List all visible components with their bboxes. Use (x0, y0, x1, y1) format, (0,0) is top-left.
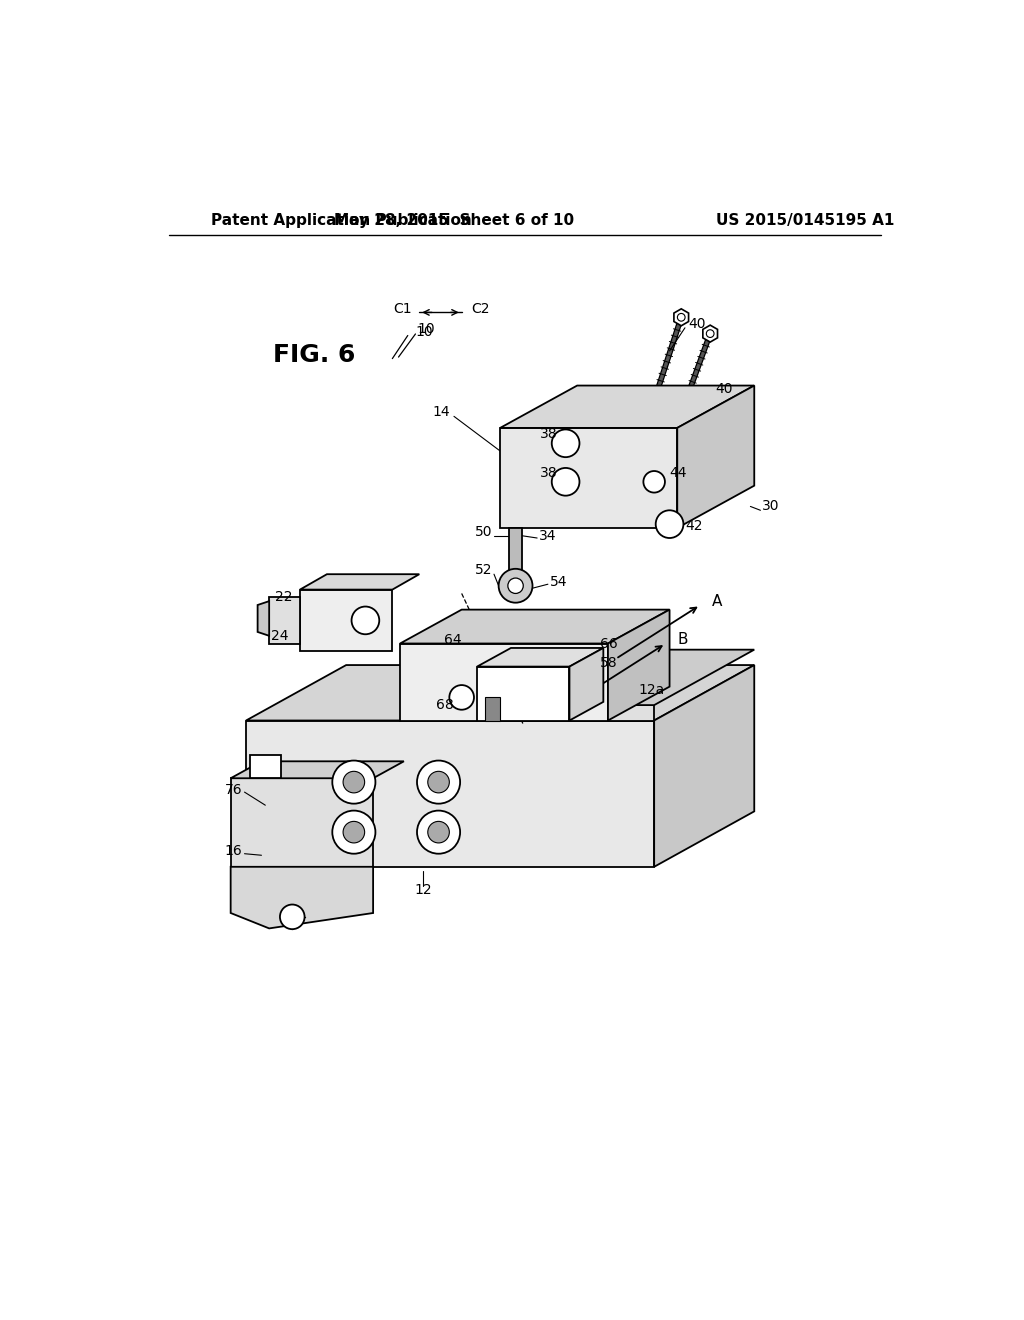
Circle shape (428, 821, 450, 843)
Text: 16: 16 (224, 845, 243, 858)
Text: 54: 54 (550, 576, 567, 589)
Text: C2: C2 (471, 302, 489, 317)
Circle shape (351, 607, 379, 635)
Text: 14: 14 (432, 405, 451, 420)
Text: 12: 12 (415, 883, 432, 896)
Text: 68: 68 (436, 698, 454, 711)
Text: US 2015/0145195 A1: US 2015/0145195 A1 (716, 213, 894, 227)
Polygon shape (300, 590, 392, 651)
Circle shape (343, 771, 365, 793)
Circle shape (343, 821, 365, 843)
Text: 38: 38 (541, 428, 558, 441)
Polygon shape (400, 644, 608, 721)
Circle shape (333, 810, 376, 854)
Text: C1: C1 (393, 302, 412, 317)
Polygon shape (500, 428, 677, 528)
Text: 40: 40 (716, 383, 733, 396)
Circle shape (552, 469, 580, 496)
Text: May 28, 2015  Sheet 6 of 10: May 28, 2015 Sheet 6 of 10 (334, 213, 574, 227)
Text: 10: 10 (418, 322, 435, 337)
Polygon shape (250, 755, 281, 779)
Polygon shape (654, 665, 755, 867)
Text: 38: 38 (541, 466, 558, 479)
Circle shape (508, 578, 523, 594)
Text: 24: 24 (271, 628, 289, 643)
Polygon shape (269, 598, 300, 644)
Text: 30: 30 (762, 499, 779, 513)
Polygon shape (509, 528, 521, 590)
Text: 22: 22 (274, 590, 292, 605)
Polygon shape (569, 648, 603, 721)
Polygon shape (674, 309, 688, 326)
Polygon shape (300, 574, 419, 590)
Polygon shape (258, 601, 269, 636)
Polygon shape (230, 779, 373, 867)
Text: 58: 58 (600, 656, 617, 669)
Circle shape (643, 471, 665, 492)
Circle shape (417, 810, 460, 854)
Polygon shape (230, 762, 403, 779)
Text: 66: 66 (600, 636, 618, 651)
Polygon shape (477, 667, 569, 721)
Polygon shape (608, 610, 670, 721)
Circle shape (655, 511, 683, 539)
Text: 50: 50 (475, 525, 493, 539)
Text: 44: 44 (670, 466, 687, 479)
Text: 76: 76 (224, 783, 243, 797)
Circle shape (552, 429, 580, 457)
Polygon shape (246, 721, 654, 867)
Text: FIG. 6: FIG. 6 (273, 343, 355, 367)
Circle shape (707, 330, 714, 338)
Polygon shape (500, 385, 755, 428)
Polygon shape (246, 665, 755, 721)
Polygon shape (477, 648, 603, 667)
Text: 52: 52 (475, 564, 493, 577)
Circle shape (333, 760, 376, 804)
Text: 64: 64 (444, 632, 462, 647)
Circle shape (450, 685, 474, 710)
Text: 42: 42 (685, 520, 702, 533)
Circle shape (280, 904, 304, 929)
Text: Patent Application Publication: Patent Application Publication (211, 213, 472, 227)
Text: 10: 10 (416, 325, 433, 339)
Text: A: A (712, 594, 722, 609)
Text: B: B (677, 632, 688, 647)
Polygon shape (484, 697, 500, 721)
Polygon shape (400, 610, 670, 644)
Text: 40: 40 (689, 317, 707, 331)
Text: 34: 34 (539, 529, 556, 543)
Polygon shape (702, 325, 718, 342)
Circle shape (428, 771, 450, 793)
Polygon shape (477, 649, 755, 705)
Polygon shape (477, 705, 654, 721)
Polygon shape (230, 867, 373, 928)
Circle shape (499, 569, 532, 603)
Text: 12a: 12a (639, 682, 665, 697)
Circle shape (417, 760, 460, 804)
Circle shape (678, 313, 685, 321)
Polygon shape (677, 385, 755, 528)
